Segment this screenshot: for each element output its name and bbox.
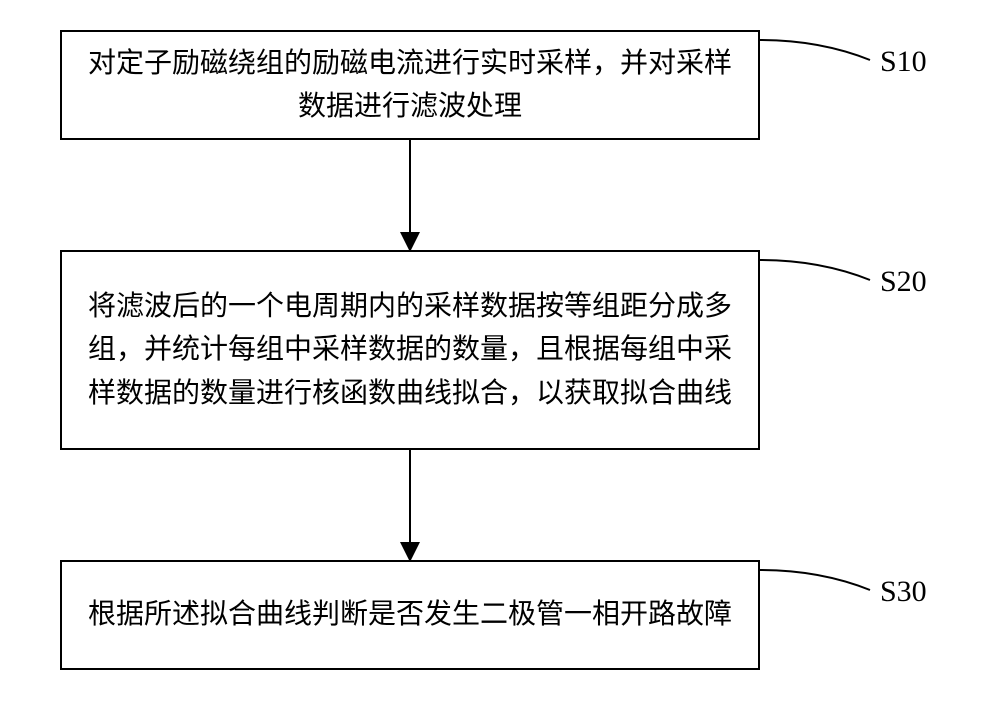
flow-step-text: 对定子励磁绕组的励磁电流进行实时采样，并对采样数据进行滤波处理: [82, 42, 738, 129]
step-label-s20: S20: [880, 265, 927, 299]
flow-step-s30: 根据所述拟合曲线判断是否发生二极管一相开路故障: [60, 560, 760, 670]
callout-s10: [760, 40, 870, 60]
flow-step-text: 将滤波后的一个电周期内的采样数据按等组距分成多组，并统计每组中采样数据的数量，且…: [82, 285, 738, 415]
flow-step-text: 根据所述拟合曲线判断是否发生二极管一相开路故障: [88, 593, 732, 636]
step-label-s30: S30: [880, 575, 927, 609]
step-label-s10: S10: [880, 45, 927, 79]
flowchart-canvas: 对定子励磁绕组的励磁电流进行实时采样，并对采样数据进行滤波处理 将滤波后的一个电…: [0, 0, 1000, 716]
callout-s20: [760, 260, 870, 280]
callout-s30: [760, 570, 870, 590]
flow-step-s20: 将滤波后的一个电周期内的采样数据按等组距分成多组，并统计每组中采样数据的数量，且…: [60, 250, 760, 450]
flow-step-s10: 对定子励磁绕组的励磁电流进行实时采样，并对采样数据进行滤波处理: [60, 30, 760, 140]
